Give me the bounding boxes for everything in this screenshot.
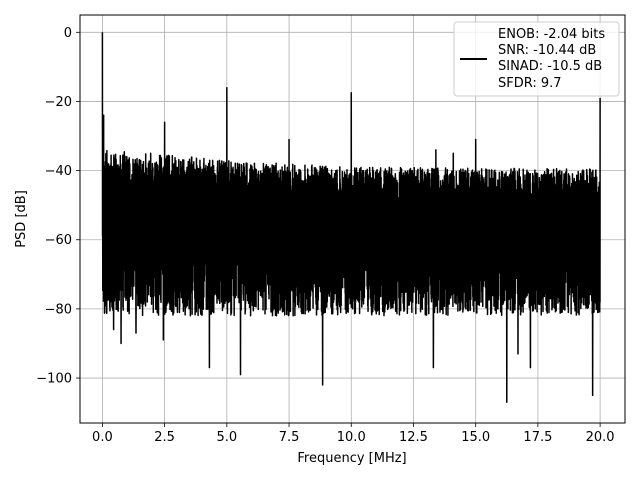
plot-frame — [79, 14, 626, 424]
y-tick-label: −60 — [45, 233, 72, 248]
psd-series-line — [101, 32, 601, 403]
x-tick-label: 15.0 — [461, 430, 490, 445]
y-tick-label: −40 — [45, 164, 72, 179]
legend-box — [453, 21, 620, 97]
x-tick-label: 7.5 — [279, 430, 300, 445]
x-tick-label: 2.5 — [154, 430, 175, 445]
legend-entry-enob: ENOB: -2.04 bits — [498, 27, 605, 42]
legend-entry-sfdr: SFDR: 9.7 — [498, 76, 562, 91]
y-tick-label: −100 — [36, 372, 72, 387]
legend: ENOB: -2.04 bits SNR: -10.44 dB SINAD: -… — [453, 21, 620, 97]
y-axis-ticks: 0 −20 −40 −60 −80 −100 — [36, 26, 80, 387]
y-axis-label: PSD [dB] — [14, 190, 29, 248]
y-tick-label: −20 — [45, 95, 72, 110]
y-tick-label: −80 — [45, 302, 72, 317]
x-tick-label: 5.0 — [216, 430, 237, 445]
y-tick-label: 0 — [64, 26, 72, 41]
x-tick-label: 10.0 — [337, 430, 366, 445]
x-axis-label: Frequency [MHz] — [297, 451, 406, 466]
x-tick-label: 20.0 — [586, 430, 615, 445]
x-tick-label: 17.5 — [523, 430, 552, 445]
plot-area — [101, 32, 601, 403]
x-axis-ticks: 0.0 2.5 5.0 7.5 10.0 12.5 15.0 17.5 20.0 — [92, 423, 615, 445]
legend-entry-sinad: SINAD: -10.5 dB — [498, 59, 602, 74]
x-tick-label: 0.0 — [92, 430, 113, 445]
legend-entry-snr: SNR: -10.44 dB — [498, 43, 596, 58]
x-tick-label: 12.5 — [399, 430, 428, 445]
